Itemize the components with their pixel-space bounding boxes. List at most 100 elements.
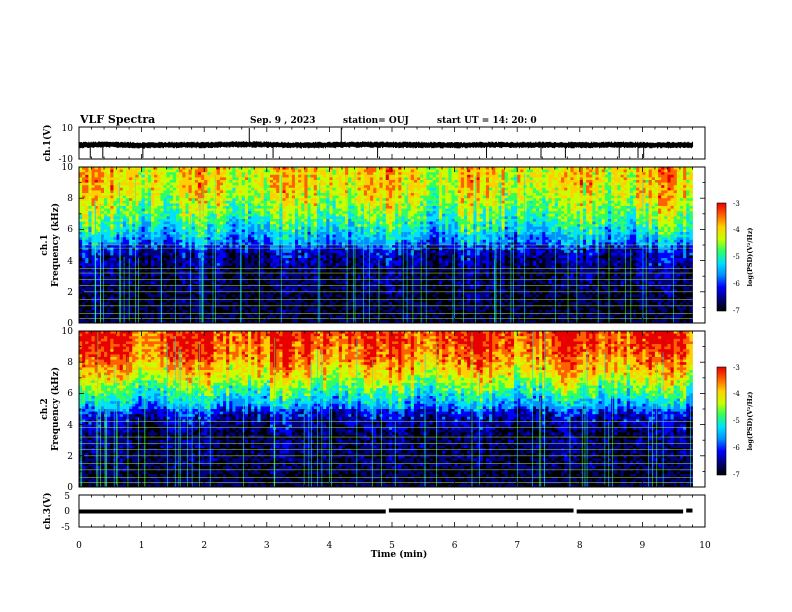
spectrogram-cell <box>191 216 196 220</box>
spectrogram-cell <box>160 172 164 176</box>
spectrogram-cell <box>673 224 678 228</box>
spectrogram-cell <box>404 190 409 194</box>
spectrogram-cell <box>479 219 484 222</box>
spectrogram-cell <box>150 219 155 222</box>
spectrogram-cell <box>451 180 455 183</box>
spectrogram-cell <box>532 169 537 173</box>
spectrogram-cell <box>689 182 693 186</box>
spectrogram-cell <box>501 169 506 173</box>
spectrogram-cell <box>100 216 105 220</box>
spectrogram-cell <box>614 226 618 230</box>
spectrogram-cell <box>548 219 553 222</box>
spectrogram-cell <box>229 224 233 228</box>
spectrogram-cell <box>592 219 596 222</box>
spectrogram-cell <box>273 185 277 189</box>
spectrogram-cell <box>294 229 299 233</box>
spectrogram-cell <box>485 185 490 189</box>
spectrogram-cell <box>426 213 430 217</box>
spectrogram-cell <box>122 203 127 207</box>
spectrogram-cell <box>438 174 443 178</box>
spectrogram-cell <box>636 198 640 202</box>
spectrogram-cell <box>285 226 290 230</box>
spectrogram-cell <box>282 208 286 212</box>
spectrogram-cell <box>329 219 333 222</box>
spectrogram-cell <box>207 203 211 207</box>
spectrogram-cell <box>266 216 271 220</box>
spectrogram-cell <box>413 219 418 222</box>
spectrogram-cell <box>219 219 224 222</box>
spectrogram-cell <box>154 193 158 196</box>
spectrogram-cell <box>426 172 430 176</box>
spectrogram-cell <box>307 211 312 215</box>
spectrogram-cell <box>335 193 340 196</box>
spectrogram-cell <box>407 195 412 199</box>
spectrogram-cell <box>392 206 396 209</box>
spectrogram-cell <box>410 213 415 217</box>
spectrogram-cell <box>567 216 571 220</box>
spectrogram-cell <box>294 182 299 186</box>
spectrogram-cell <box>104 187 108 191</box>
spectrogram-cell <box>91 167 96 170</box>
spectrogram-cell <box>633 180 637 183</box>
spectrogram-cell <box>435 208 440 212</box>
spectrogram-cell <box>438 182 443 186</box>
spectrogram-cell <box>607 187 612 191</box>
spectrogram-cell <box>495 221 499 225</box>
spectrogram-cell <box>626 203 631 207</box>
spectrogram-cell <box>667 187 671 191</box>
spectrogram-cell <box>435 193 440 196</box>
spectrogram-cell <box>545 203 549 207</box>
spectrogram-cell <box>454 198 459 202</box>
spectrogram-cell <box>642 211 646 215</box>
spectrogram-cell <box>260 211 265 215</box>
spectrogram-cell <box>539 219 543 222</box>
spectrogram-cell <box>435 169 440 173</box>
spectrogram-cell <box>582 203 587 207</box>
spectrogram-cell <box>542 169 546 173</box>
spectrogram-cell <box>204 190 208 194</box>
spectrogram-cell <box>269 224 274 228</box>
spectrogram-cell <box>579 195 584 199</box>
spectrogram-cell <box>135 180 139 183</box>
spectrogram-cell <box>689 221 693 225</box>
spectrogram-cell <box>586 206 590 209</box>
spectrogram-cell <box>244 167 249 170</box>
spectrogram-cell <box>226 172 230 176</box>
spectrogram-cell <box>557 221 562 225</box>
spectrogram-cell <box>620 177 625 181</box>
spectrogram-cell <box>179 174 183 178</box>
spectrogram-cell <box>542 182 546 186</box>
spectrogram-cell <box>633 169 637 173</box>
spectrogram-cell <box>144 229 149 233</box>
spectrogram-cell <box>210 169 214 173</box>
spectrogram-cell <box>88 206 92 209</box>
spectrogram-cell <box>157 226 161 230</box>
spectrogram-cell <box>104 174 108 178</box>
spectrogram-cell <box>385 213 390 217</box>
spectrogram-cell <box>589 185 593 189</box>
spectrogram-cell <box>132 221 136 225</box>
spectrogram-cell <box>589 200 593 204</box>
spectrogram-cell <box>479 195 484 199</box>
spectrogram-cell <box>116 169 121 173</box>
spectrogram-cell <box>401 169 405 173</box>
spectrogram-cell <box>132 229 136 233</box>
spectrogram-cell <box>88 198 92 202</box>
spectrogram-cell <box>326 193 330 196</box>
spectrogram-cell <box>244 213 249 217</box>
spectrogram-cell <box>457 174 462 178</box>
spectrogram-cell <box>354 200 358 204</box>
spectrogram-cell <box>470 190 474 194</box>
spectrogram-cell <box>304 211 308 215</box>
spectrogram-cell <box>373 221 377 225</box>
spectrogram-cell <box>642 213 646 217</box>
spectrogram-cell <box>226 169 230 173</box>
spectrogram-cell <box>623 169 628 173</box>
spectrogram-cell <box>132 200 136 204</box>
spectrogram-cell <box>201 180 205 183</box>
spectrogram-cell <box>176 190 180 194</box>
spectrogram-cell <box>125 219 130 222</box>
spectrogram-cell <box>492 224 496 228</box>
spectrogram-cell <box>382 203 387 207</box>
spectrogram-cell <box>526 211 531 215</box>
